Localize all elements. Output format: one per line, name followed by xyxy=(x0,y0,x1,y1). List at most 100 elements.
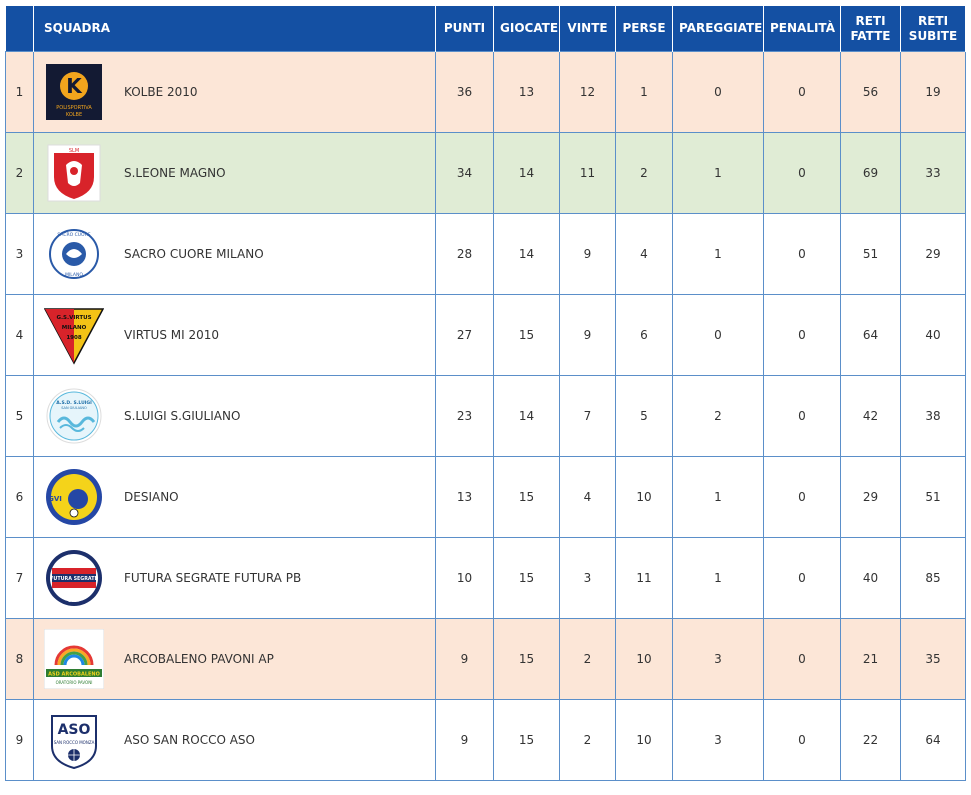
futura-logo-middle: FUTURA SEGRATE xyxy=(50,576,98,582)
col-header-reti-subite-line2: SUBITE xyxy=(908,28,958,43)
position-cell: 5 xyxy=(5,375,34,457)
team-cell[interactable]: SLM S.LEONE MAGNO xyxy=(33,132,436,214)
penalita-cell: 0 xyxy=(763,294,841,376)
pareggiate-cell: 0 xyxy=(672,294,764,376)
position-cell: 3 xyxy=(5,213,34,295)
team-cell[interactable]: SACRO CUORE MILANO SACRO CUORE MILANO xyxy=(33,213,436,295)
vinte-cell: 2 xyxy=(559,618,616,700)
futura-logo-bottom: 2017 xyxy=(68,598,80,604)
reti-fatte-cell: 69 xyxy=(840,132,901,214)
col-header-punti[interactable]: PUNTI xyxy=(435,6,494,52)
penalita-cell: 0 xyxy=(763,456,841,538)
arcobaleno-logo-line1: ASD ARCOBALENO xyxy=(48,672,100,678)
team-name[interactable]: DESIANO xyxy=(124,490,179,504)
table-header: SQUADRA PUNTI GIOCATE VINTE PERSE PAREGG… xyxy=(5,6,966,52)
team-name[interactable]: S.LUIGI S.GIULIANO xyxy=(124,409,241,423)
team-name[interactable]: FUTURA SEGRATE FUTURA PB xyxy=(124,571,302,585)
futura-segrate-logo-icon: A.S.D. FUTURA SEGRATE 2017 xyxy=(44,548,104,608)
reti-fatte-cell: 42 xyxy=(840,375,901,457)
punti-cell: 36 xyxy=(435,51,494,133)
vinte-cell: 2 xyxy=(559,699,616,781)
team-cell[interactable]: A.S.D. FUTURA SEGRATE 2017 FUTURA SEGRAT… xyxy=(33,537,436,619)
penalita-cell: 0 xyxy=(763,213,841,295)
team-cell[interactable]: G.S.VIRTUS MILANO 1908 VIRTUS MI 2010 xyxy=(33,294,436,376)
virtus-logo-line1: G.S.VIRTUS xyxy=(56,315,91,321)
team-cell[interactable]: ASD ARCOBALENO ORATORIO PAVONI ARCOBALEN… xyxy=(33,618,436,700)
table-row[interactable]: 4 G.S.VIRTUS MILANO 1908 VIRTUS MI 2010 xyxy=(5,294,966,376)
virtus-logo-icon: G.S.VIRTUS MILANO 1908 xyxy=(44,305,104,365)
virtus-logo-line2: MILANO xyxy=(62,325,87,331)
team-name[interactable]: KOLBE 2010 xyxy=(124,85,198,99)
col-header-reti-fatte-line2: FATTE xyxy=(850,28,891,43)
pareggiate-cell: 1 xyxy=(672,537,764,619)
perse-cell: 10 xyxy=(615,699,673,781)
table-row[interactable]: 7 A.S.D. FUTURA SEGRATE 2017 xyxy=(5,537,966,619)
table-row[interactable]: 1 K POLISPORTIVA KOLBE KOLBE 2010 xyxy=(5,51,966,133)
col-header-squadra[interactable]: SQUADRA xyxy=(33,6,436,52)
col-header-pareggiate[interactable]: PAREGGIATE xyxy=(672,6,764,52)
col-header-vinte[interactable]: VINTE xyxy=(559,6,616,52)
col-header-perse[interactable]: PERSE xyxy=(615,6,673,52)
san-rocco-logo-line1: ASO xyxy=(58,722,91,738)
team-name[interactable]: ASO SAN ROCCO ASO xyxy=(124,733,255,747)
team-name[interactable]: ARCOBALENO PAVONI AP xyxy=(124,652,274,666)
col-header-reti-fatte[interactable]: RETI FATTE xyxy=(840,6,901,52)
penalita-cell: 0 xyxy=(763,618,841,700)
giocate-cell: 14 xyxy=(493,132,560,214)
reti-subite-cell: 19 xyxy=(900,51,966,133)
col-header-penalita[interactable]: PENALITÀ xyxy=(763,6,841,52)
table-row[interactable]: 3 SACRO CUORE MILANO SACRO CUORE MILANO xyxy=(5,213,966,295)
vinte-cell: 4 xyxy=(559,456,616,538)
table-row[interactable]: 9 ASO SAN ROCCO MONZA ASO SAN ROCCO ASO xyxy=(5,699,966,781)
pareggiate-cell: 1 xyxy=(672,213,764,295)
punti-cell: 28 xyxy=(435,213,494,295)
team-name[interactable]: VIRTUS MI 2010 xyxy=(124,328,220,342)
vinte-cell: 9 xyxy=(559,294,616,376)
penalita-cell: 0 xyxy=(763,375,841,457)
table-row[interactable]: 2 SLM S.LEONE MAGNO 34 1 xyxy=(5,132,966,214)
team-cell[interactable]: GVI DESIANO xyxy=(33,456,436,538)
giocate-cell: 15 xyxy=(493,699,560,781)
punti-cell: 13 xyxy=(435,456,494,538)
team-name[interactable]: SACRO CUORE MILANO xyxy=(124,247,264,261)
virtus-logo-line3: 1908 xyxy=(66,335,81,341)
giocate-cell: 14 xyxy=(493,375,560,457)
san-rocco-logo-icon: ASO SAN ROCCO MONZA xyxy=(44,710,104,770)
sluigi-logo-line1: A.S.D. S.LUIGI xyxy=(56,400,92,406)
punti-cell: 9 xyxy=(435,618,494,700)
standings-table: SQUADRA PUNTI GIOCATE VINTE PERSE PAREGG… xyxy=(5,6,966,781)
leone-logo-text: SLM xyxy=(69,148,79,154)
col-header-giocate[interactable]: GIOCATE xyxy=(493,6,560,52)
punti-cell: 27 xyxy=(435,294,494,376)
perse-cell: 10 xyxy=(615,618,673,700)
table-row[interactable]: 5 A.S.D. S.LUIGI SAN GIULIANO S.LUIGI xyxy=(5,375,966,457)
reti-subite-cell: 35 xyxy=(900,618,966,700)
arcobaleno-logo-icon: ASD ARCOBALENO ORATORIO PAVONI xyxy=(44,629,104,689)
penalita-cell: 0 xyxy=(763,537,841,619)
table-body: 1 K POLISPORTIVA KOLBE KOLBE 2010 xyxy=(5,51,966,781)
team-cell[interactable]: A.S.D. S.LUIGI SAN GIULIANO S.LUIGI S.GI… xyxy=(33,375,436,457)
perse-cell: 2 xyxy=(615,132,673,214)
kolbe-logo-line3: KOLBE xyxy=(66,112,82,118)
team-cell[interactable]: K POLISPORTIVA KOLBE KOLBE 2010 xyxy=(33,51,436,133)
position-cell: 6 xyxy=(5,456,34,538)
reti-subite-cell: 33 xyxy=(900,132,966,214)
giocate-cell: 13 xyxy=(493,51,560,133)
position-cell: 8 xyxy=(5,618,34,700)
team-name[interactable]: S.LEONE MAGNO xyxy=(124,166,226,180)
reti-subite-cell: 51 xyxy=(900,456,966,538)
reti-fatte-cell: 51 xyxy=(840,213,901,295)
reti-subite-cell: 29 xyxy=(900,213,966,295)
sacro-cuore-logo-top: SACRO CUORE xyxy=(57,232,90,238)
reti-fatte-cell: 21 xyxy=(840,618,901,700)
sluigi-logo-icon: A.S.D. S.LUIGI SAN GIULIANO xyxy=(44,386,104,446)
col-header-reti-subite[interactable]: RETI SUBITE xyxy=(900,6,966,52)
pareggiate-cell: 0 xyxy=(672,51,764,133)
table-row[interactable]: 8 ASD ARCOBALENO ORATORIO PAVONI xyxy=(5,618,966,700)
vinte-cell: 9 xyxy=(559,213,616,295)
table-row[interactable]: 6 GVI DESIANO 13 15 xyxy=(5,456,966,538)
vinte-cell: 3 xyxy=(559,537,616,619)
vinte-cell: 7 xyxy=(559,375,616,457)
perse-cell: 6 xyxy=(615,294,673,376)
team-cell[interactable]: ASO SAN ROCCO MONZA ASO SAN ROCCO ASO xyxy=(33,699,436,781)
